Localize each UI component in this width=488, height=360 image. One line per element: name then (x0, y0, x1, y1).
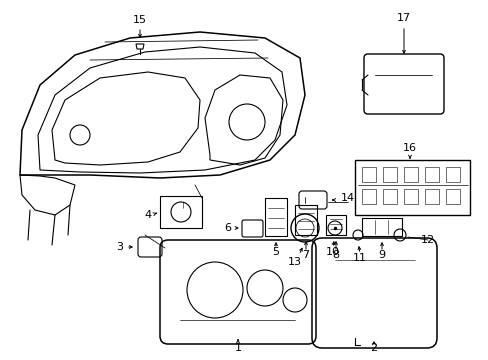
Text: 16: 16 (402, 143, 416, 153)
Text: 5: 5 (272, 247, 279, 257)
Text: 13: 13 (287, 257, 302, 267)
Text: 17: 17 (396, 13, 410, 23)
Text: 12: 12 (420, 235, 434, 245)
Text: 3: 3 (116, 242, 123, 252)
Text: 2: 2 (370, 343, 377, 353)
Text: 7: 7 (302, 250, 309, 260)
Text: 15: 15 (133, 15, 147, 25)
Text: 10: 10 (325, 247, 339, 257)
Text: 1: 1 (234, 343, 241, 353)
Text: 6: 6 (224, 223, 231, 233)
Text: 14: 14 (340, 193, 354, 203)
Text: 8: 8 (332, 250, 339, 260)
Text: 11: 11 (352, 253, 366, 263)
Text: 9: 9 (378, 250, 385, 260)
Text: 4: 4 (144, 210, 151, 220)
